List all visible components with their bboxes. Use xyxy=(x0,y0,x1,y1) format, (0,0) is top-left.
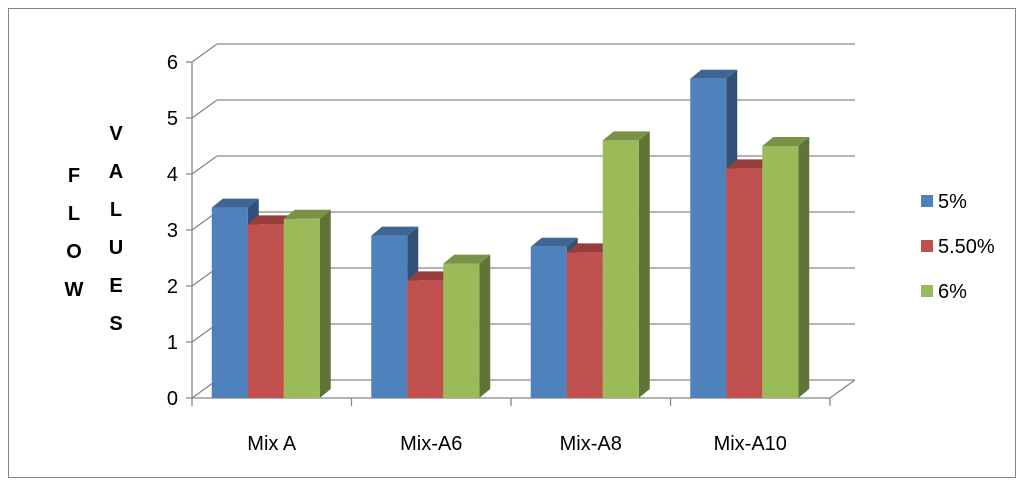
bar-top xyxy=(443,254,491,264)
bar-top xyxy=(566,243,614,253)
bar-top xyxy=(762,137,810,146)
legend-label: 5.50% xyxy=(938,236,995,258)
bar xyxy=(762,146,799,398)
bar xyxy=(443,263,480,398)
gridline-diagonal xyxy=(191,155,218,175)
bar xyxy=(283,218,320,398)
bar-side xyxy=(638,131,650,398)
y-tick-label: 5 xyxy=(167,108,178,130)
legend-label: 6% xyxy=(938,281,967,303)
legend-label: 5% xyxy=(938,191,967,213)
y-axis-label-letter: E xyxy=(109,275,122,297)
y-tick-label: 4 xyxy=(167,164,178,186)
legend: 5% 5.50% 6% xyxy=(921,191,995,303)
chart-frame xyxy=(8,8,1016,478)
bar-top xyxy=(247,215,295,225)
bar xyxy=(530,246,567,398)
x-tick-label: Mix-A6 xyxy=(400,433,462,455)
gridline-diagonal xyxy=(191,43,218,63)
y-tick-label: 0 xyxy=(167,388,178,410)
bar-top xyxy=(602,131,650,141)
y-axis-label-letter: O xyxy=(66,241,82,263)
bar xyxy=(726,168,763,398)
y-axis-label-letter: S xyxy=(109,313,122,335)
bar xyxy=(602,140,639,398)
x-tick-label: Mix A xyxy=(247,433,297,455)
y-axis-label-letter: L xyxy=(68,203,80,225)
floor-right-edge xyxy=(829,379,856,399)
legend-swatch xyxy=(921,240,933,252)
bar-top xyxy=(530,237,578,247)
y-axis-label-letter: U xyxy=(109,237,123,259)
bar xyxy=(371,235,408,398)
bar xyxy=(247,224,284,398)
y-axis-label-letter: W xyxy=(65,279,84,301)
bars xyxy=(211,69,810,399)
y-tick-label: 1 xyxy=(167,332,178,354)
gridline-diagonal xyxy=(191,99,218,119)
bar-top xyxy=(211,198,259,208)
legend-swatch xyxy=(921,285,933,297)
bar xyxy=(566,252,603,398)
bar-top xyxy=(407,271,455,281)
bar-side xyxy=(798,137,810,398)
bar-side xyxy=(479,254,491,398)
legend-swatch xyxy=(921,195,933,207)
y-axis-label-letter: L xyxy=(110,199,122,221)
y-tick-label: 3 xyxy=(167,220,178,242)
x-tick-labels: Mix A Mix-A6 Mix-A8 Mix-A10 xyxy=(247,433,787,455)
bar-side xyxy=(319,209,331,398)
x-tick-label: Mix-A10 xyxy=(714,433,787,455)
y-axis-label-letter: A xyxy=(109,161,123,183)
bar xyxy=(407,280,444,398)
bar xyxy=(211,207,248,398)
y-axis-label-letter: V xyxy=(109,123,123,145)
bar-top xyxy=(283,209,331,219)
y-tick-label: 2 xyxy=(167,276,178,298)
y-axis-label-letter: F xyxy=(68,165,80,187)
x-tick-label: Mix-A8 xyxy=(560,433,622,455)
bar xyxy=(690,78,727,399)
y-tick-labels: 0 1 2 3 4 5 6 xyxy=(167,52,178,410)
bar-top xyxy=(690,69,738,79)
bar-top xyxy=(726,159,774,169)
y-tick-label: 6 xyxy=(167,52,178,74)
bar-top xyxy=(371,226,419,236)
